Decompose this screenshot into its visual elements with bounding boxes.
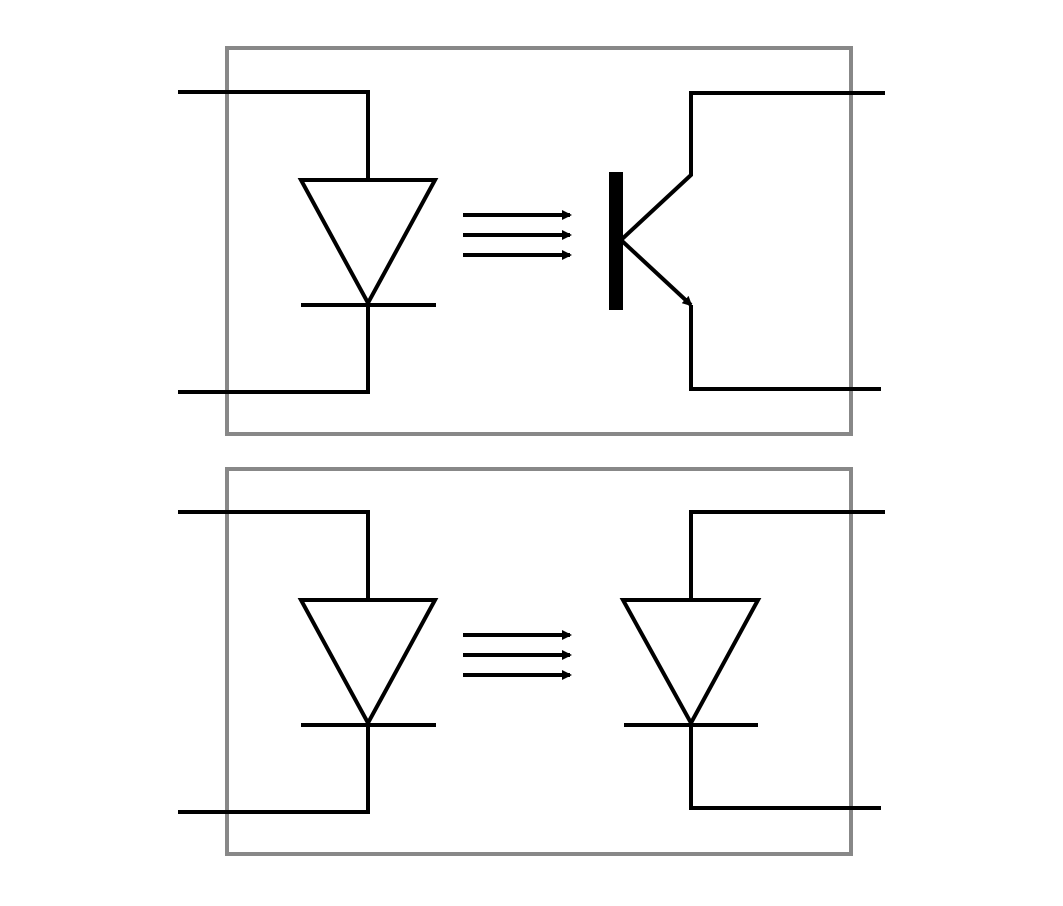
phototransistor — [609, 91, 885, 391]
emitter-lead — [689, 305, 881, 391]
led-cathode-lead — [178, 305, 370, 394]
photodiode-symbol — [619, 598, 762, 728]
photodiode-anode-lead — [689, 510, 885, 600]
led-cathode-lead — [178, 725, 370, 814]
photodiode — [619, 510, 885, 810]
led-diode-symbol — [297, 598, 439, 728]
enclosure-box — [225, 467, 853, 856]
input-led — [178, 90, 439, 394]
light-emission-arrows — [463, 630, 572, 680]
photodiode-cathode-lead — [689, 725, 881, 810]
light-emission-arrows — [463, 210, 572, 260]
led-diode-symbol — [297, 178, 439, 308]
input-led — [178, 510, 439, 814]
optocoupler-transistor — [178, 46, 885, 436]
led-anode-lead — [178, 510, 370, 600]
emitter-arrow — [619, 238, 693, 307]
enclosure-box — [225, 46, 853, 436]
led-anode-lead — [178, 90, 370, 180]
collector-lead — [619, 91, 885, 242]
optocoupler-photodiode — [178, 467, 885, 856]
